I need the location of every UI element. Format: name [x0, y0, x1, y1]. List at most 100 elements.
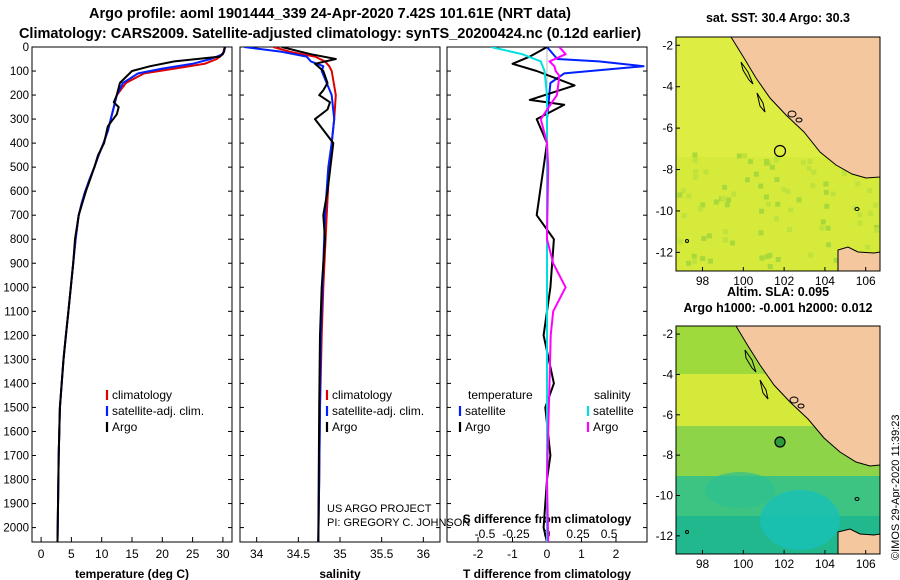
difference-series-group — [490, 47, 645, 542]
sst-map-pixel — [811, 169, 817, 175]
sst-map-pixel — [707, 258, 713, 264]
sla-map-y-tick-label: -2 — [662, 327, 673, 341]
sst-map-island — [787, 110, 797, 118]
sst-map-y-tick-label: -12 — [656, 245, 674, 259]
depth-tick-label: 1900 — [3, 499, 29, 511]
sst-map-pixel — [796, 197, 802, 203]
salinity-profile-panel: 34 34.5 35 35.5 36 salinity climatology satelli… — [239, 46, 441, 580]
temperature-profile-panel: 0 5 10 15 20 25 30 temperature (deg C) 0 100 200 30… — [3, 42, 233, 580]
imos-credit: ©IMOS 29-Apr-2020 11:39:23 — [890, 414, 900, 560]
sst-map-pixel — [763, 194, 769, 200]
sst-map-pixel — [724, 202, 730, 208]
salinity-x-tick-label: 36 — [417, 547, 431, 561]
sst-map-pixel — [825, 225, 831, 231]
sst-map-y-tick-label: -8 — [662, 163, 673, 177]
sst-map-pixel — [693, 174, 699, 180]
sst-map-pixel — [823, 189, 829, 195]
sst-map-sumatra-land — [730, 37, 880, 179]
sst-map-pixel — [781, 187, 787, 193]
temperature-x-tick-label: 10 — [95, 547, 109, 561]
sst-map-pixel — [806, 166, 812, 171]
sla-map-low-anomaly — [705, 472, 775, 508]
sla-map-subtitle: Argo h1000: -0.001 h2000: 0.012 — [683, 301, 873, 315]
sla-map-argo-position-marker — [774, 436, 786, 448]
depth-tick-label: 1500 — [3, 402, 29, 414]
sst-map-y-tick-label: -2 — [662, 38, 673, 52]
depth-tick-label: 1600 — [3, 426, 29, 438]
legend-label: satellite-adj. clim. — [332, 404, 424, 418]
sst-map-argo-position-marker — [773, 144, 787, 158]
salinity-x-tick-label: 34 — [250, 547, 264, 561]
s-difference-tick-label: 0.5 — [601, 527, 618, 541]
sst-map-y-tick-label: -10 — [656, 204, 674, 218]
depth-tick-label: 1200 — [3, 330, 29, 342]
salinity-x-tick-label: 34.5 — [287, 547, 311, 561]
sst-map-pixel — [681, 213, 687, 219]
sst-map-pixel — [820, 219, 826, 225]
sst-map-pixel — [767, 264, 773, 270]
depth-tick-label: 200 — [10, 90, 29, 102]
sst-map-x-tick-label: 104 — [815, 274, 835, 288]
legend-label: Argo — [332, 420, 358, 434]
sst-map-pixel — [722, 237, 728, 243]
sst-map-y-tick-label: -6 — [662, 121, 673, 135]
figure-title-line1: Argo profile: aoml 1901444_339 24-Apr-20… — [89, 6, 571, 22]
sst-map-pixel — [736, 153, 742, 159]
sst-map-pixel — [691, 253, 697, 259]
sst-map-pixel — [787, 227, 792, 232]
sst-map-pixel — [855, 181, 861, 187]
sst-map-pixel — [774, 216, 780, 222]
legend-label: Argo — [593, 420, 619, 434]
sst-map-pixel — [857, 212, 863, 218]
sla-map-island — [744, 349, 757, 373]
depth-tick-label: 300 — [10, 114, 29, 126]
sla-map-x-tick-label: 104 — [815, 557, 835, 571]
sst-map-pixel — [764, 158, 770, 164]
sst-map-pixel — [819, 225, 825, 231]
sst-map-pixel — [758, 183, 764, 189]
salinity-x-tick-label: 35 — [333, 547, 347, 561]
salinity-series-group — [244, 47, 337, 542]
sst-map-pixel — [730, 240, 736, 246]
sst-map-pixel — [874, 227, 880, 233]
sst-map-pixel — [700, 202, 706, 208]
sla-map-island — [759, 379, 769, 400]
sst-map-pixel — [747, 159, 753, 165]
sla-map-y-tick-label: -10 — [656, 488, 674, 502]
sst-map-pixel — [764, 254, 770, 260]
temperature-plot-frame — [31, 46, 233, 543]
temperature-x-tick-label: 0 — [38, 547, 45, 561]
temperature-x-tick-label: 25 — [186, 547, 200, 561]
depth-tick-label: 1000 — [3, 282, 29, 294]
sst-map-pixel — [703, 169, 709, 175]
figure-title-line2: Climatology: CARS2009. Satellite-adjuste… — [18, 26, 642, 42]
sla-map-title: Altim. SLA: 0.095 — [726, 285, 830, 299]
sst-map-pixel — [745, 177, 750, 183]
temperature-x-axis-label: temperature (deg C) — [75, 567, 189, 580]
s-difference-tick-label: -0.5 — [475, 527, 496, 541]
sst-map-pixel — [774, 177, 780, 183]
sst-map-pixel — [826, 242, 832, 248]
difference-x-axis-label: T difference from climatology — [463, 567, 631, 580]
sst-map-pixel — [824, 203, 830, 209]
sst-map-pixel — [686, 260, 691, 266]
sst-map-pixel — [693, 169, 698, 175]
sla-map-island — [789, 396, 799, 404]
project-line1: US ARGO PROJECT — [327, 503, 432, 515]
sst-map-pixel — [857, 220, 863, 226]
temperature-series-group — [56, 47, 227, 542]
sst-map-pixel — [769, 164, 775, 170]
sst-map-pixel — [713, 199, 719, 205]
sst-map-pixel — [758, 230, 764, 236]
sst-map-pixel — [677, 239, 683, 245]
sst-map-pixel — [759, 208, 765, 214]
salinity-x-axis-label: salinity — [319, 567, 361, 580]
sst-map-island — [756, 92, 766, 113]
depth-tick-label: 1700 — [3, 450, 29, 462]
s-difference-tick-label: -0.25 — [502, 527, 530, 541]
sst-map-pixel — [686, 193, 692, 199]
sla-map-y-tick-label: -8 — [662, 448, 673, 462]
depth-tick-label: 0 — [23, 42, 29, 54]
sla-map-island — [685, 530, 689, 534]
